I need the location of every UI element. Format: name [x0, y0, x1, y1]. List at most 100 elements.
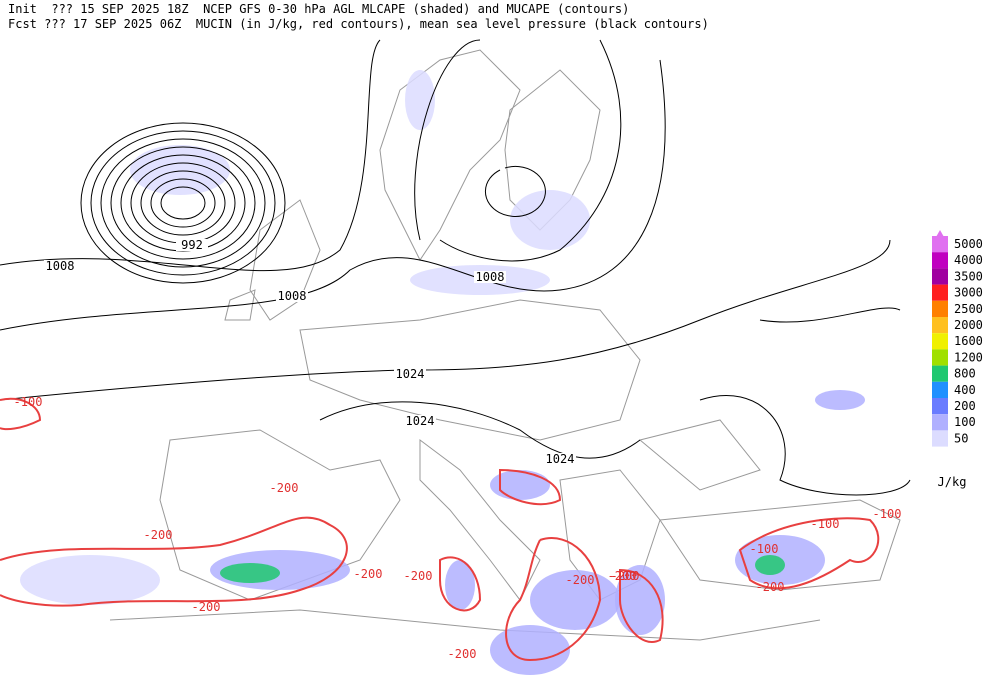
cape-area [20, 555, 160, 605]
header-line-2: Fcst ??? 17 SEP 2025 06Z MUCIN (in J/kg,… [8, 17, 709, 31]
cape-area [405, 70, 435, 130]
colorbar: 5000 4000 3500 3000 2500 2000 1600 1200 800 400 20… [932, 230, 983, 489]
pressure-label: 1008 [476, 270, 505, 284]
cape-area [815, 390, 865, 410]
cin-label: -100 [873, 507, 902, 521]
central-europe [299, 299, 641, 441]
colorbar-label: 5000 [954, 237, 983, 251]
cape-shading [20, 70, 865, 675]
colorbar-label: 400 [954, 383, 976, 397]
cin-label: -200 [608, 569, 637, 583]
pressure-label: 1024 [546, 452, 575, 466]
cape-area [510, 190, 590, 250]
isobar [484, 165, 546, 217]
isobar [110, 146, 256, 260]
isobar [80, 122, 286, 284]
label-bg [176, 239, 208, 251]
colorbar-label: 200 [954, 399, 976, 413]
isobar [319, 401, 641, 459]
colorbar-swatch [932, 414, 948, 431]
colorbar-swatch [932, 284, 948, 301]
colorbar-swatch [932, 236, 948, 253]
colorbar-label: 3000 [954, 286, 983, 300]
isobar [100, 138, 266, 268]
cin-contour [499, 468, 562, 506]
cin-label: -200 [144, 528, 173, 542]
isobar [699, 395, 911, 496]
pressure-label: 1024 [406, 414, 435, 428]
cin-label: -200 [611, 569, 640, 583]
label-bg [44, 260, 76, 272]
colorbar-label: 2500 [954, 302, 983, 316]
pressure-label: 1024 [396, 367, 425, 381]
colorbar-swatch [932, 365, 948, 382]
cin-label: -200 [354, 567, 383, 581]
colorbar-swatch [932, 430, 948, 447]
isobar [759, 307, 901, 323]
isobar [0, 59, 666, 331]
header-line-1: Init ??? 15 SEP 2025 18Z NCEP GFS 0-30 h… [8, 2, 629, 16]
cin-label: -100 [14, 395, 43, 409]
cin-label: -100 [750, 542, 779, 556]
north-africa [109, 609, 821, 641]
ireland [224, 289, 256, 321]
isobars [0, 39, 911, 496]
cape-area [755, 555, 785, 575]
pressure-label: 1008 [46, 259, 75, 273]
isobar [414, 39, 622, 262]
cin-label: -200 [448, 647, 477, 661]
cin-label: -200 [566, 573, 595, 587]
colorbar-swatch [932, 398, 948, 415]
cin-label: -200 [270, 481, 299, 495]
cin-label: -200 [192, 600, 221, 614]
isobar [90, 130, 276, 276]
cin-label: -100 [811, 517, 840, 531]
cape-area [530, 570, 620, 630]
cin-contour [0, 397, 42, 430]
cin-label: -200 [756, 580, 785, 594]
colorbar-swatch [932, 317, 948, 334]
colorbar-label: 4000 [954, 253, 983, 267]
colorbar-swatch [932, 381, 948, 398]
cin-contour [439, 556, 482, 612]
colorbar-swatch [932, 349, 948, 366]
cape-area [490, 625, 570, 675]
cin-contour [738, 517, 880, 590]
isobar [140, 170, 226, 236]
colorbar-label: 50 [954, 431, 968, 445]
isobar [160, 186, 206, 220]
colorbar-label: 3500 [954, 269, 983, 283]
cape-area [220, 563, 280, 583]
iberia [159, 429, 401, 601]
colorbar-label: 2000 [954, 318, 983, 332]
colorbar-swatch [932, 333, 948, 350]
colorbar-label: 1600 [954, 334, 983, 348]
isobar [0, 39, 381, 272]
label-bg [404, 415, 436, 427]
label-bg [544, 453, 576, 465]
cin-contours [0, 397, 880, 662]
label-bg [474, 271, 506, 283]
label-bg [394, 368, 426, 380]
anatolia [659, 499, 901, 591]
cape-area [490, 470, 550, 500]
colorbar-swatch [932, 268, 948, 285]
colorbar-label: 1200 [954, 350, 983, 364]
cin-contour [0, 516, 348, 607]
black-sea [638, 419, 761, 491]
cin-contour [619, 568, 664, 643]
cape-area [445, 560, 475, 610]
colorbar-label: 100 [954, 415, 976, 429]
cin-contour [505, 537, 602, 662]
pressure-label: 1008 [278, 289, 307, 303]
label-bg [276, 290, 308, 302]
colorbar-label: 800 [954, 367, 976, 381]
isobar [150, 178, 216, 228]
pressure-label: 992 [181, 238, 203, 252]
isobar [0, 239, 891, 401]
cape-area [615, 565, 665, 635]
cin-label: -200 [404, 569, 433, 583]
colorbar-unit: J/kg [938, 475, 967, 489]
